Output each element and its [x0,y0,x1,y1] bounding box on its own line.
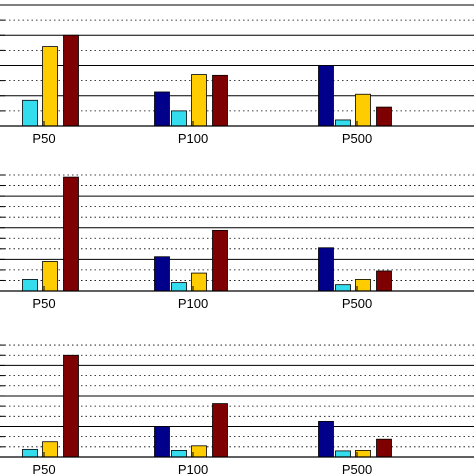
bar [212,403,228,458]
bar [154,426,170,458]
bar [42,46,58,127]
x-tick-label: P50 [32,131,55,146]
bar [22,278,38,292]
bar [22,99,38,127]
bar [171,449,187,458]
x-tick-label: P50 [32,296,55,311]
bar [154,256,170,292]
x-tick-label: P500 [342,462,372,474]
x-tick-label: P50 [32,462,55,474]
bar [191,445,207,458]
bar [63,354,79,458]
bar [335,450,351,458]
x-tick-label: P100 [178,462,208,474]
x-tick-label: P100 [178,296,208,311]
chart-panel-2: P50 P100 P500 [0,174,474,311]
bar [212,74,228,127]
bar [355,278,371,292]
bar [376,270,392,292]
bar [154,91,170,127]
x-tick-label: P500 [342,296,372,311]
bar [212,229,228,292]
x-tick-label: P100 [178,131,208,146]
bar [171,110,187,127]
bar [191,272,207,292]
bar [22,448,38,458]
bar [318,420,334,458]
bar [318,65,334,127]
bar [42,261,58,292]
bar [63,34,79,127]
bar [335,284,351,292]
chart-panel-1: P50 P100 P500 [0,4,474,146]
chart-panel-3: P50 P100 P500 [0,344,474,474]
bar [355,93,371,127]
bar [318,247,334,292]
bar [42,441,58,458]
x-tick-label: P500 [342,131,372,146]
bar [376,438,392,458]
bar [355,449,371,458]
bar [376,106,392,127]
bar [171,282,187,292]
bar [191,74,207,127]
bar [335,119,351,127]
bar [63,176,79,292]
